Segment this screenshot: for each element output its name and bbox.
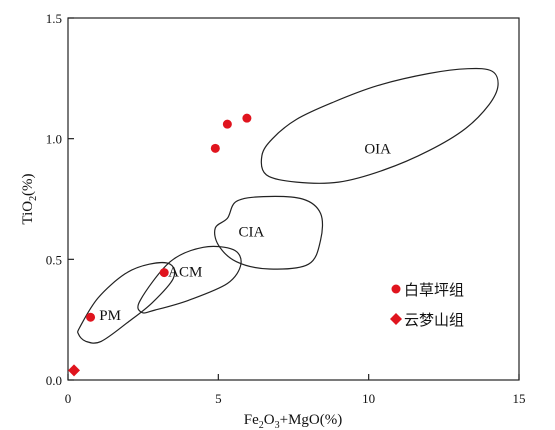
legend: 白草坪组 云梦山组	[390, 281, 464, 329]
y-tick-label-2: 1.0	[46, 132, 62, 147]
circle-point-0-0	[86, 312, 96, 322]
x-tick-label-3: 15	[513, 391, 526, 406]
y-tick-label-3: 1.5	[46, 11, 62, 26]
circle-point-0-1	[159, 268, 169, 278]
legend-marker-diamond	[390, 313, 402, 325]
region-label-acm: ACM	[168, 264, 202, 280]
y-axis-title: TiO2(%)	[20, 173, 39, 224]
region-outline-pm	[77, 262, 176, 344]
region-outline-oia	[260, 67, 499, 184]
region-label-oia: OIA	[364, 141, 391, 157]
y-axis-ticks: 0.0 0.5 1.0 1.5	[46, 11, 74, 388]
x-axis-title: Fe2O3+MgO(%)	[244, 412, 342, 430]
region-label-cia: CIA	[238, 225, 264, 241]
circle-point-0-4	[242, 113, 252, 123]
circle-point-0-3	[222, 119, 232, 129]
x-tick-label-2: 10	[362, 391, 375, 406]
x-tick-label-1: 5	[215, 391, 222, 406]
legend-marker-circle	[391, 284, 401, 294]
region-label-pm: PM	[99, 308, 121, 324]
data-points	[68, 113, 252, 377]
legend-label-baicaoping: 白草坪组	[404, 281, 464, 299]
plot-frame	[67, 17, 520, 381]
region-outline-acm	[137, 245, 242, 314]
circle-point-0-2	[210, 143, 220, 153]
diamond-point-1-0	[68, 364, 81, 377]
y-tick-label-0: 0.0	[46, 373, 62, 388]
legend-label-yunmengshan: 云梦山组	[404, 311, 464, 329]
region-outlines	[77, 67, 499, 344]
region-labels: OIA CIA ACM PM	[99, 141, 391, 324]
y-tick-label-1: 0.5	[46, 252, 62, 267]
region-outline-cia	[214, 195, 324, 270]
x-axis-ticks: 0 5 10 15	[65, 374, 526, 406]
x-tick-label-0: 0	[65, 391, 72, 406]
